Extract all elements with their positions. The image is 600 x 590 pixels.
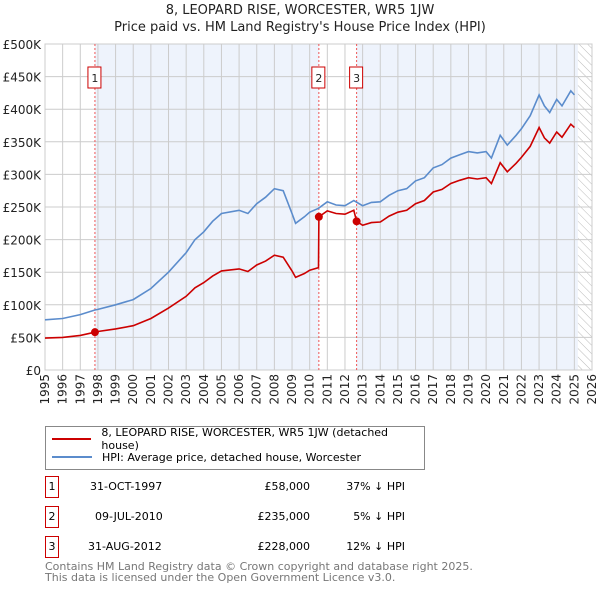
sale-label-box: [311, 66, 326, 89]
chart-subtitle: Price paid vs. HM Land Registry's House …: [114, 20, 486, 35]
property-price-line: [44, 122, 575, 339]
price-chart: 1995 1996 1997 1998 1999 2000 2001 2002 2003 2004…: [3, 38, 599, 405]
x-tick-label: 2013: [356, 374, 370, 405]
x-tick-label: 1997: [73, 374, 87, 405]
x-tick-label: 2010: [303, 374, 317, 405]
x-tick-label: 2003: [179, 374, 193, 405]
x-tick-label: 1996: [56, 374, 70, 405]
y-tick-label: £150K: [3, 266, 43, 280]
legend-item-hpi: HPI: Average price, detached house, Worc…: [52, 449, 361, 465]
sale-date: 31-AUG-2012: [88, 540, 162, 553]
x-tick-label: 2022: [514, 374, 528, 405]
sale-row: 3 31-AUG-2012 £228,000 12% ↓ HPI: [45, 536, 405, 558]
x-tick-label: 2026: [585, 374, 599, 405]
y-tick-label: £200K: [3, 234, 43, 248]
sale-label-number: 2: [315, 72, 322, 85]
sale-label-box: [87, 66, 102, 89]
sale-badge: 2: [45, 506, 59, 528]
sale-point: [90, 328, 99, 337]
x-tick-label: 1998: [91, 374, 105, 405]
chart-title: 8, LEOPARD RISE, WORCESTER, WR5 1JW: [165, 3, 435, 18]
x-tick-label: 2006: [232, 374, 246, 405]
x-tick-label: 2023: [532, 374, 546, 405]
x-tick-label: 2007: [250, 374, 264, 405]
x-tick-label: 2015: [391, 374, 405, 405]
x-tick-label: 2011: [320, 374, 334, 405]
sale-badge: 3: [45, 536, 59, 558]
x-tick-label: 1999: [109, 374, 123, 405]
footer-licence: This data is licensed under the Open Gov…: [45, 571, 396, 584]
x-tick-label: 2014: [373, 374, 387, 405]
y-tick-label: £400K: [3, 103, 43, 117]
x-tick-label: 2000: [126, 374, 140, 405]
y-tick-label: £500K: [3, 38, 43, 52]
x-tick-label: 2002: [162, 374, 176, 405]
y-tick-label: £450K: [3, 71, 43, 85]
sale-hpi: 37% ↓ HPI: [346, 480, 405, 493]
sale-row: 1 31-OCT-1997 £58,000 37% ↓ HPI: [45, 476, 405, 498]
sale-date: 09-JUL-2010: [95, 510, 163, 523]
legend-swatch-blue: [52, 456, 92, 458]
y-tick-label: £300K: [3, 168, 43, 182]
sale-row: 2 09-JUL-2010 £235,000 5% ↓ HPI: [45, 506, 405, 528]
x-tick-label: 2025: [567, 374, 581, 405]
sale-hpi: 12% ↓ HPI: [346, 540, 405, 553]
x-tick-label: 2021: [497, 374, 511, 405]
y-tick-label: £350K: [3, 136, 43, 150]
sale-label-number: 3: [353, 72, 360, 85]
sale-price: £58,000: [264, 480, 311, 493]
x-tick-label: 2024: [550, 374, 564, 405]
sale-point: [314, 212, 323, 221]
x-tick-label: 2018: [444, 374, 458, 405]
x-tick-label: 2012: [338, 374, 352, 405]
hpi-line: [44, 89, 575, 321]
legend-item-property: 8, LEOPARD RISE, WORCESTER, WR5 1JW (det…: [52, 426, 424, 452]
x-tick-label: 2020: [479, 374, 493, 405]
legend-label: 8, LEOPARD RISE, WORCESTER, WR5 1JW (det…: [101, 426, 389, 452]
y-tick-label: £0: [26, 364, 41, 378]
sale-label-number: 1: [91, 72, 98, 85]
x-tick-label: 2009: [285, 374, 299, 405]
sale-date: 31-OCT-1997: [90, 480, 163, 493]
y-tick-label: £100K: [3, 299, 43, 313]
y-tick-label: £250K: [3, 201, 43, 215]
sale-point: [352, 217, 361, 226]
legend-label: HPI: Average price, detached house, Worc…: [102, 450, 362, 464]
sale-price: £235,000: [257, 510, 311, 523]
legend: 8, LEOPARD RISE, WORCESTER, WR5 1JW (det…: [45, 426, 425, 470]
x-tick-label: 2008: [267, 374, 281, 405]
x-tick-label: 2004: [197, 374, 211, 405]
sale-badge: 1: [45, 476, 59, 498]
x-tick-label: 2001: [144, 374, 158, 405]
footer-copyright: Contains HM Land Registry data © Crown c…: [45, 560, 473, 573]
y-tick-label: £50K: [10, 331, 42, 345]
sale-price: £228,000: [257, 540, 311, 553]
sale-label-box: [349, 66, 364, 89]
x-tick-label: 2019: [461, 374, 475, 405]
x-tick-label: 2017: [426, 374, 440, 405]
x-tick-label: 2005: [214, 374, 228, 405]
x-tick-label: 2016: [409, 374, 423, 405]
sale-hpi: 5% ↓ HPI: [353, 510, 405, 523]
legend-swatch-red: [52, 438, 92, 440]
x-tick-label: 1995: [38, 374, 52, 405]
